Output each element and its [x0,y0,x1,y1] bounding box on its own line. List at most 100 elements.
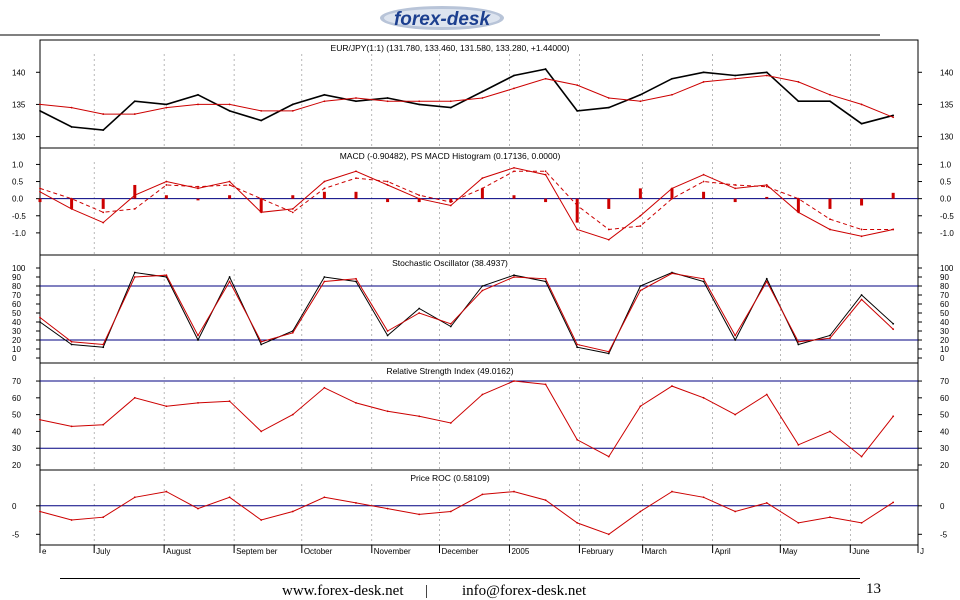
y-tick-label-right: 140 [940,68,954,77]
x-tick-label: 2005 [511,547,529,556]
data-point [607,455,610,458]
data-point [165,490,168,493]
data-point [197,507,199,510]
data-point [70,208,73,210]
footer-website-link[interactable]: www.forex-desk.net [282,583,404,599]
x-axis: e July August Septem ber October November Dece… [39,544,924,556]
y-tick-label-left: 70 [12,377,21,386]
y-tick-label-left: 130 [12,133,26,142]
data-point [702,71,705,74]
data-point [355,277,357,280]
data-point [197,187,199,190]
y-tick-label-right: 90 [940,273,949,282]
y-tick-label-left: 140 [12,68,26,77]
data-point [418,197,421,200]
data-point [197,103,199,106]
data-point [734,187,737,190]
y-tick-label-right: 50 [940,309,949,318]
data-point [671,385,673,387]
data-point [323,496,326,499]
y-tick-label-left: 100 [12,264,26,273]
data-point [449,106,452,109]
data-point [481,187,484,190]
data-point [797,343,800,346]
page-number: 13 [866,581,881,597]
logo-graphic: forex-desk [380,6,504,30]
data-point [133,100,136,103]
data-point [702,396,705,399]
data-point [481,97,484,99]
series-line [39,272,894,353]
data-point [544,77,547,80]
data-point [734,334,737,337]
data-point [892,322,895,325]
y-tick-label-left: 0.5 [12,178,24,187]
data-point [639,405,642,408]
data-point [671,77,673,80]
data-point [765,74,768,77]
data-point [639,510,642,513]
data-point [260,343,263,346]
data-point [797,522,800,524]
y-tick-label-right: 30 [940,444,949,453]
data-point [639,225,642,227]
data-point [418,307,421,310]
data-point [165,405,168,408]
y-tick-label-right: 0.0 [940,195,952,204]
y-tick-label-left: 80 [12,282,21,291]
data-point [513,274,515,277]
data-point [765,393,768,396]
data-point [481,493,484,496]
y-tick-label-right: 60 [940,300,949,309]
y-tick-label-right: 1.0 [940,160,952,169]
data-point [860,522,863,524]
data-point [386,100,389,103]
data-point [260,519,263,521]
data-point [449,100,452,103]
data-point [355,401,357,404]
data-point [197,93,199,96]
data-point [197,334,199,337]
data-point [860,294,863,296]
data-point [39,316,41,319]
data-point [765,184,768,186]
panel-macd: MACD (-0.90482), PS MACD Histogram (0.17… [12,147,954,256]
data-point [734,510,737,513]
data-point [607,97,610,99]
y-tick-label-left: 60 [12,300,21,309]
y-tick-label-right: 135 [940,100,954,109]
data-point [892,501,895,504]
footer-email-link[interactable]: info@forex-desk.net [462,583,587,599]
data-point [860,228,863,231]
x-tick-label: August [166,547,192,556]
x-tick-label: J [920,547,924,556]
x-tick-label: October [304,547,333,556]
data-point [481,177,484,180]
panel-title: EUR/JPY(1:1) (131.780, 133.460, 131.580,… [331,43,570,53]
data-point [544,499,547,501]
data-point [323,100,326,103]
data-point [228,103,231,106]
data-point [418,100,421,103]
data-point [70,343,73,346]
x-tick-label: February [581,547,613,556]
data-point [102,211,105,214]
data-point [607,533,610,536]
data-point [765,502,768,504]
data-point [829,430,831,433]
data-point [513,166,515,169]
data-point [355,280,357,283]
y-tick-label-right: 0 [940,354,945,363]
data-point [765,71,768,74]
y-tick-label-right: -1.0 [940,229,954,238]
y-tick-label-left: 135 [12,100,26,109]
y-tick-label-right: 40 [940,427,949,436]
series-line [39,170,894,231]
data-point [291,413,294,416]
data-point [228,280,231,283]
panel-title: Stochastic Oscillator (38.4937) [392,258,508,268]
data-point [386,330,389,332]
forex-desk-logo[interactable]: forex-desk [378,4,506,32]
data-point [133,396,136,399]
